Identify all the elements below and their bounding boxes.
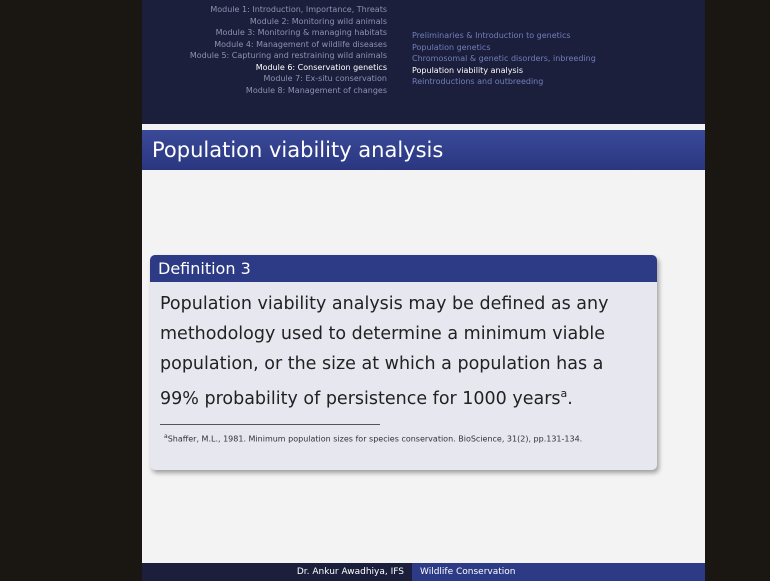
- slide: Module 1: Introduction, Importance, Thre…: [142, 0, 705, 581]
- module-item[interactable]: Module 7: Ex-situ conservation: [190, 73, 387, 85]
- definition-title: Definition 3: [150, 255, 657, 282]
- module-item[interactable]: Module 3: Monitoring & managing habitats: [190, 27, 387, 39]
- definition-text: Population viability analysis may be def…: [160, 294, 608, 409]
- section-item[interactable]: Reintroductions and outbreeding: [412, 76, 596, 88]
- page: Module 1: Introduction, Importance, Thre…: [0, 0, 770, 581]
- footer-course: Wildlife Conservation: [412, 563, 705, 581]
- module-list: Module 1: Introduction, Importance, Thre…: [190, 4, 387, 96]
- section-item[interactable]: Preliminaries & Introduction to genetics: [412, 30, 596, 42]
- section-item[interactable]: Population viability analysis: [412, 65, 596, 77]
- slide-title: Population viability analysis: [142, 130, 705, 170]
- definition-end: .: [567, 389, 573, 409]
- footnote-rule: [160, 424, 380, 425]
- definition-block: Definition 3 Population viability analys…: [150, 255, 657, 470]
- section-item[interactable]: Chromosomal & genetic disorders, inbreed…: [412, 53, 596, 65]
- section-list: Preliminaries & Introduction to genetics…: [412, 30, 596, 88]
- module-item[interactable]: Module 6: Conservation genetics: [190, 62, 387, 74]
- module-item[interactable]: Module 5: Capturing and restraining wild…: [190, 50, 387, 62]
- footnote: aShaffer, M.L., 1981. Minimum population…: [164, 433, 657, 444]
- section-item[interactable]: Population genetics: [412, 42, 596, 54]
- module-item[interactable]: Module 2: Monitoring wild animals: [190, 16, 387, 28]
- module-item[interactable]: Module 4: Management of wildlife disease…: [190, 39, 387, 51]
- footer-author: Dr. Ankur Awadhiya, IFS: [142, 563, 412, 581]
- module-item[interactable]: Module 1: Introduction, Importance, Thre…: [190, 4, 387, 16]
- footnote-text: Shaffer, M.L., 1981. Minimum population …: [168, 434, 583, 443]
- module-item[interactable]: Module 8: Management of changes: [190, 85, 387, 97]
- definition-body: Population viability analysis may be def…: [150, 282, 657, 414]
- header: Module 1: Introduction, Importance, Thre…: [142, 0, 705, 124]
